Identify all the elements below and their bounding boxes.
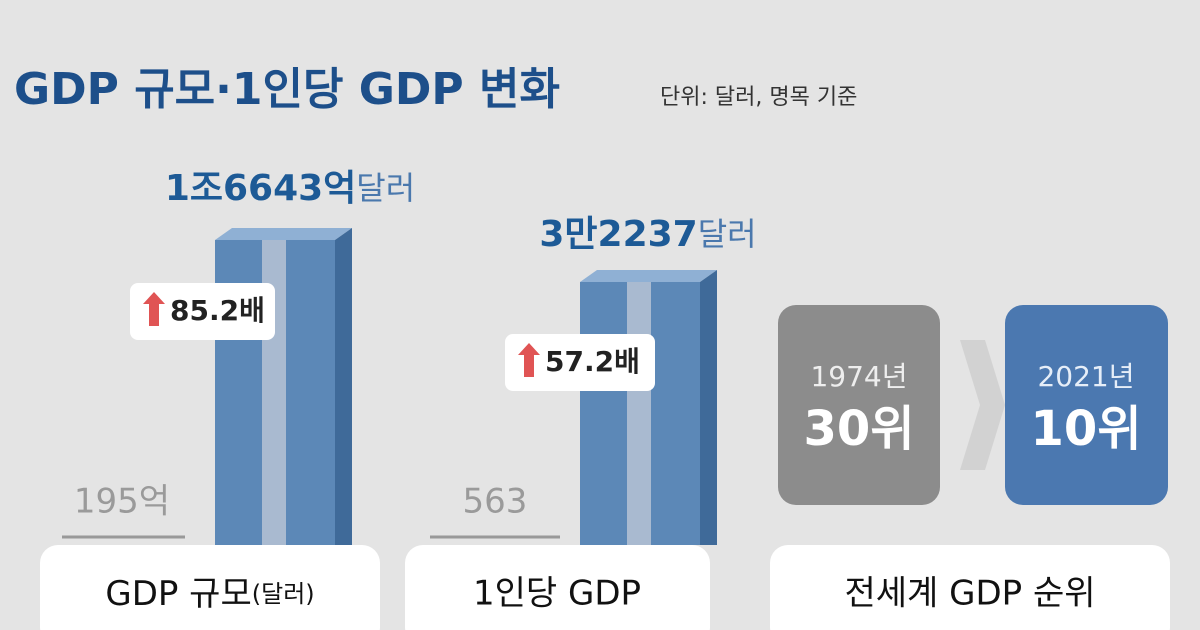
after-year: 2021년 [1037, 360, 1134, 393]
unit-note: 단위: 달러, 명목 기준 [660, 85, 857, 110]
label-unit: (달러) [252, 580, 315, 608]
up-arrow [518, 343, 540, 377]
bar-stripe [627, 282, 651, 545]
before-rank: 30위 [804, 401, 915, 457]
panel-label: GDP 규모(달러) [105, 574, 314, 614]
growth-label: 57.2배 [545, 345, 640, 378]
end-label: 1조6643억달러 [165, 168, 415, 209]
after-box [1005, 305, 1168, 505]
growth-label: 85.2배 [170, 294, 265, 327]
gdp-size-panel: 195억 1조6643억달러 85.2배 GDP 규모(달러) [40, 168, 415, 630]
end-unit: 달러 [356, 169, 415, 207]
end-value: 1조6643억 [165, 168, 356, 209]
ranking-panel: 1974년 30위 2021년 10위 전세계 GDP 순위 [770, 305, 1170, 630]
end-label: 3만2237달러 [539, 214, 756, 255]
before-box [778, 305, 940, 505]
bar-top [580, 270, 717, 282]
end-value: 3만2237 [539, 214, 697, 255]
title: GDP 규모·1인당 GDP 변화 [14, 64, 560, 115]
up-arrow [143, 292, 165, 326]
label-box [405, 545, 710, 630]
label-text: GDP 규모 [105, 574, 251, 614]
panel-label: 1인당 GDP [473, 574, 641, 614]
bar-side [700, 270, 717, 545]
growth-badge [130, 283, 275, 340]
end-unit: 달러 [698, 215, 757, 253]
panel-label: 전세계 GDP 순위 [844, 574, 1095, 614]
start-label: 195억 [74, 482, 170, 522]
growth-badge [505, 334, 655, 391]
start-label: 563 [463, 482, 528, 522]
after-rank: 10위 [1031, 401, 1142, 457]
chevron [960, 340, 1005, 470]
label-box [40, 545, 380, 630]
bar-top [215, 228, 352, 240]
before-year: 1974년 [810, 360, 907, 393]
bar-side [335, 228, 352, 545]
per-capita-panel: 563 3만2237달러 57.2배 1인당 GDP [405, 214, 757, 630]
label-box [770, 545, 1170, 630]
